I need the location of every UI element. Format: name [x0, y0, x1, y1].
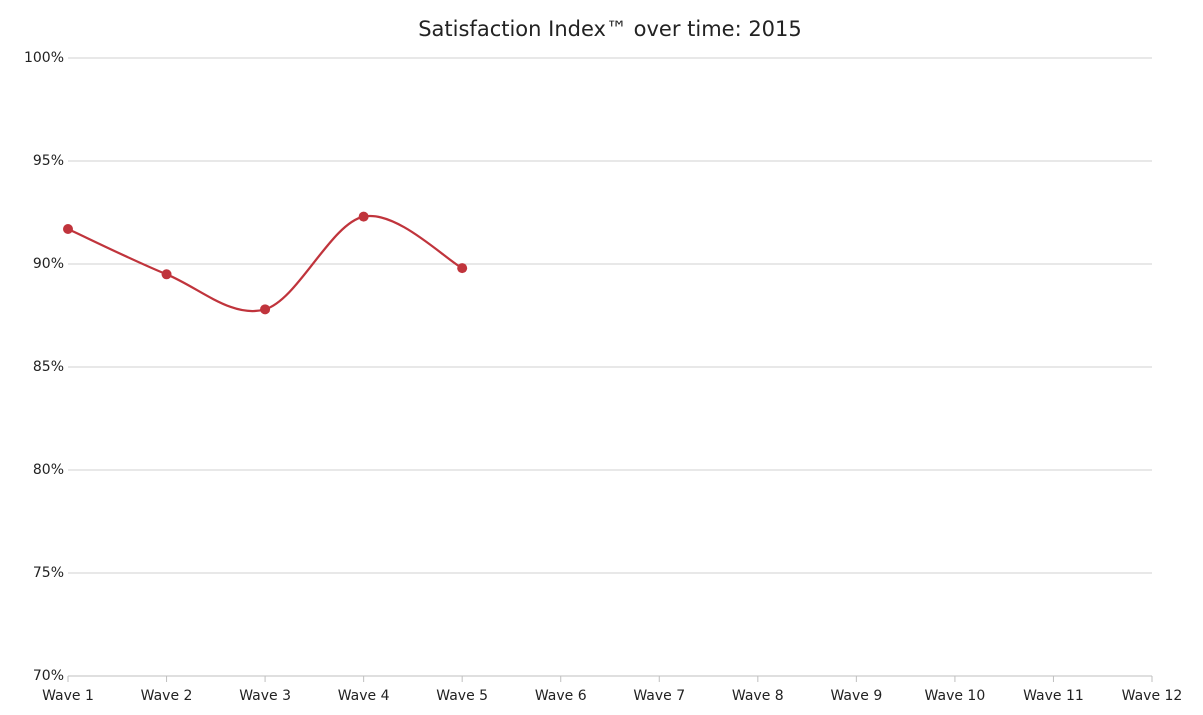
x-tick-label: Wave 6 — [535, 688, 587, 704]
x-tick-label: Wave 9 — [830, 688, 882, 704]
y-tick-label: 100% — [24, 50, 64, 66]
y-tick-label: 90% — [33, 256, 64, 272]
y-tick-label: 75% — [33, 565, 64, 581]
y-tick-label: 70% — [33, 668, 64, 684]
marker — [260, 304, 271, 315]
marker — [457, 263, 468, 274]
x-tick-label: Wave 5 — [436, 688, 488, 704]
y-tick-label: 85% — [33, 359, 64, 375]
x-tick-label: Wave 2 — [141, 688, 193, 704]
marker — [63, 223, 73, 234]
x-tick-label: Wave 4 — [338, 688, 390, 704]
y-tick-label: 95% — [33, 153, 64, 169]
y-tick-label: 80% — [33, 462, 64, 478]
marker — [161, 269, 172, 280]
x-tick-label: Wave 10 — [925, 688, 986, 704]
x-tick-label: Wave 11 — [1023, 688, 1084, 704]
marker — [358, 211, 369, 222]
x-tick-label: Wave 1 — [42, 688, 94, 704]
chart-title: Satisfaction Index™ over time: 2015 — [418, 17, 802, 41]
x-tick-label: Wave 7 — [633, 688, 685, 704]
x-tick-label: Wave 3 — [239, 688, 291, 704]
x-tick-label: Wave 8 — [732, 688, 784, 704]
x-tick-label: Wave 12 — [1122, 688, 1183, 704]
